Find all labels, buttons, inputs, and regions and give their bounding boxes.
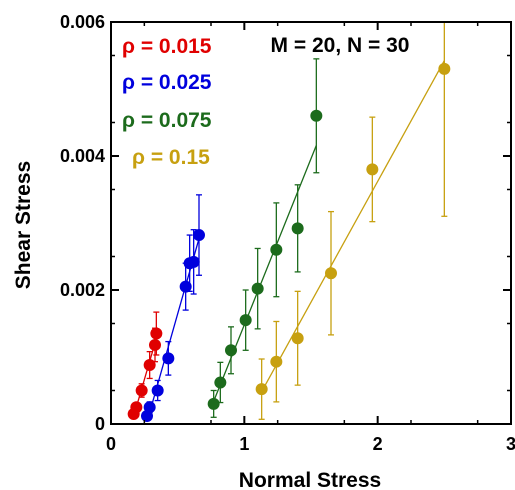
data-point-series-2: [214, 376, 227, 389]
data-point-series-2: [207, 397, 220, 410]
error-bars: [130, 22, 448, 421]
data-point-series-2: [270, 243, 283, 256]
x-tick-label: 2: [373, 434, 383, 454]
plot-frame: [110, 21, 512, 425]
data-point-series-1: [151, 384, 164, 397]
data-point-series-0: [135, 384, 148, 397]
data-point-series-0: [149, 338, 161, 351]
legend-entry-rho-0-015: ρ = 0.015: [122, 35, 212, 58]
data-point-series-1: [187, 255, 200, 268]
data-point-series-3: [255, 383, 268, 396]
x-tick-label: 1: [239, 434, 249, 454]
fit-line-series-3: [261, 60, 445, 392]
data-point-series-2: [225, 344, 237, 357]
data-point-series-1: [179, 280, 192, 293]
y-tick-label: 0: [95, 414, 105, 434]
data-point-series-2: [310, 109, 323, 122]
axis-ticks: [111, 22, 511, 424]
data-point-series-0: [143, 359, 156, 372]
legend: ρ = 0.015 ρ = 0.025 ρ = 0.075 ρ = 0.15: [122, 35, 212, 169]
data-point-series-3: [270, 355, 283, 368]
data-point-series-1: [193, 229, 205, 242]
legend-entry-rho-0-15: ρ = 0.15: [132, 146, 210, 169]
y-tick-label: 0.006: [60, 12, 105, 32]
y-tick-label: 0.004: [60, 146, 105, 166]
x-tick-label: 3: [506, 434, 515, 454]
fit-line-series-2: [213, 145, 317, 402]
x-tick-labels: 0 1 2 3: [106, 434, 515, 454]
data-point-series-3: [438, 62, 451, 75]
data-point-series-3: [291, 332, 304, 345]
y-axis-label: Shear Stress: [12, 161, 35, 289]
x-tick-label: 0: [106, 434, 116, 454]
data-point-series-3: [325, 267, 337, 280]
legend-entry-rho-0-025: ρ = 0.025: [122, 71, 212, 94]
y-tick-label: 0.002: [60, 280, 105, 300]
data-point-series-1: [162, 352, 175, 365]
legend-entry-rho-0-075: ρ = 0.075: [122, 109, 212, 132]
data-point-series-0: [150, 327, 163, 340]
x-axis-label: Normal Stress: [239, 469, 381, 490]
parameters-annotation: M = 20, N = 30: [271, 34, 410, 57]
data-points: [127, 62, 451, 422]
data-point-series-2: [239, 314, 252, 327]
data-point-series-2: [291, 222, 304, 235]
data-point-series-2: [251, 282, 264, 295]
data-point-series-0: [130, 401, 143, 414]
data-point-series-3: [366, 163, 379, 176]
y-tick-labels: 0 0.002 0.004 0.006: [60, 12, 105, 434]
data-point-series-1: [143, 401, 156, 414]
